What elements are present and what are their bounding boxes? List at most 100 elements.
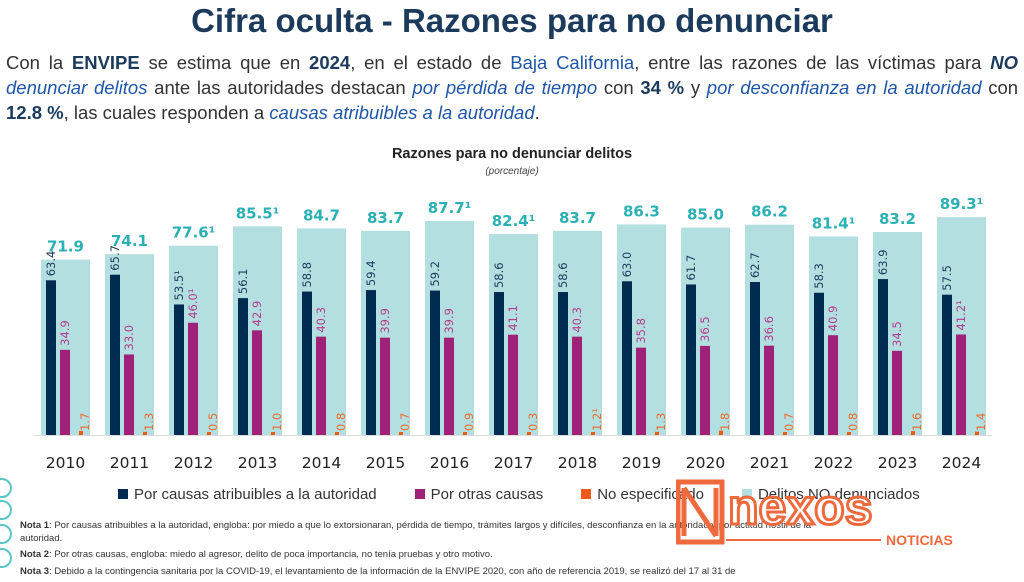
legend-item: Por otras causas xyxy=(414,486,544,503)
data-label-unspecified: 0.5 xyxy=(206,413,220,431)
note-text: : Por otras causas, engloba: miedo al ag… xyxy=(49,549,493,560)
intro-segment: con xyxy=(597,77,641,98)
x-tick-label: 2021 xyxy=(750,454,789,472)
bar-chart: 71.963.4 34.9 1.7 2010 74.165.7 33.0 1.3 2011 77… xyxy=(33,195,992,472)
data-label-other: 41.1 xyxy=(506,305,520,331)
data-label-total: 83.7 xyxy=(367,209,404,227)
bar-authority xyxy=(558,292,568,435)
bar-authority xyxy=(366,290,376,435)
bar-other xyxy=(892,350,902,435)
bar-authority xyxy=(174,304,184,435)
bar-other xyxy=(444,337,454,435)
bar-authority xyxy=(750,282,760,435)
data-label-unspecified: 0.3 xyxy=(526,413,540,431)
bar-unspecified xyxy=(79,430,83,435)
data-label-unspecified: 1.0 xyxy=(270,413,284,431)
data-label-total: 71.9 xyxy=(47,238,84,256)
nexos-watermark-logo: nexos NOTICIAS xyxy=(676,478,953,548)
data-label-unspecified: 0.7 xyxy=(782,413,796,431)
x-tick-label: 2017 xyxy=(494,454,533,472)
bar-unspecified xyxy=(847,432,851,435)
data-label-other: 41.2¹ xyxy=(954,300,968,330)
data-label-total: 77.6¹ xyxy=(172,224,216,242)
bar-unspecified xyxy=(527,432,531,435)
intro-segment: 34 % xyxy=(640,77,685,98)
x-tick-label: 2020 xyxy=(686,454,725,472)
x-tick-label: 2019 xyxy=(622,454,661,472)
intro-paragraph: Con la ENVIPE se estima que en 2024, en … xyxy=(6,50,1018,125)
intro-segment: con xyxy=(981,77,1019,98)
bar-other xyxy=(188,322,198,435)
data-label-other: 36.6 xyxy=(762,316,776,342)
data-label-other: 33.0 xyxy=(122,325,136,351)
intro-segment: ENVIPE xyxy=(71,52,140,73)
note-text: : Debido a la contingencia sanitaria por… xyxy=(49,565,736,577)
bar-other xyxy=(636,347,646,435)
bar-authority xyxy=(110,274,120,435)
note-label: Nota 2 xyxy=(20,549,50,560)
bar-authority xyxy=(686,284,696,435)
bar-unspecified xyxy=(399,432,403,435)
data-label-other: 40.3 xyxy=(570,307,584,333)
data-label-authority: 65.7 xyxy=(108,245,122,271)
data-label-authority: 63.4 xyxy=(44,251,58,277)
legend-label: Por otras causas xyxy=(430,486,544,503)
data-label-unspecified: 1.6 xyxy=(910,413,924,431)
note-label: Nota 3 xyxy=(20,565,50,577)
bar-authority xyxy=(814,292,824,435)
data-label-authority: 63.0 xyxy=(620,252,634,278)
legend-item: Delitos NO denunciados xyxy=(741,486,920,503)
data-label-unspecified: 1.3 xyxy=(654,413,668,431)
data-label-authority: 62.7 xyxy=(748,252,762,278)
data-label-unspecified: 1.7 xyxy=(78,413,92,431)
data-label-other: 46.0¹ xyxy=(186,289,200,319)
data-label-total: 84.7 xyxy=(303,206,340,224)
bar-authority xyxy=(878,279,888,435)
chart-subtitle: (porcentaje) xyxy=(485,166,539,177)
x-tick-label: 2022 xyxy=(814,454,853,472)
data-label-total: 85.0 xyxy=(687,206,724,224)
bar-authority xyxy=(622,281,632,435)
page-title: Cifra oculta - Razones para no denunciar xyxy=(191,2,833,39)
intro-segment: NO xyxy=(990,52,1018,73)
data-label-other: 39.9 xyxy=(378,308,392,334)
bar-unspecified xyxy=(719,430,723,435)
bar-authority xyxy=(302,291,312,435)
data-label-other: 35.8 xyxy=(634,318,648,344)
bar-other xyxy=(700,345,710,435)
bar-unspecified xyxy=(271,432,275,435)
data-label-total: 86.2 xyxy=(751,203,788,221)
bar-authority xyxy=(942,294,952,435)
bar-other xyxy=(828,335,838,435)
data-label-authority: 58.6 xyxy=(556,262,570,288)
data-label-unspecified: 0.8 xyxy=(334,413,348,431)
bar-unspecified xyxy=(975,431,979,435)
bar-other xyxy=(508,334,518,435)
bar-other xyxy=(956,334,966,435)
bar-authority xyxy=(494,292,504,435)
decorative-circle xyxy=(0,548,12,568)
intro-segment: 12.8 % xyxy=(6,102,64,123)
data-label-other: 39.9 xyxy=(442,308,456,334)
data-label-authority: 61.7 xyxy=(684,255,698,281)
data-label-total: 74.1 xyxy=(111,232,148,250)
note: Nota 3: Debido a la contingencia sanitar… xyxy=(20,566,820,579)
intro-segment: Baja California xyxy=(510,52,635,73)
bar-unspecified xyxy=(783,432,787,435)
x-tick-label: 2014 xyxy=(302,454,341,472)
intro-segment: por desconfianza en la autoridad xyxy=(706,77,982,98)
legend-label: Por causas atribuibles a la autoridad xyxy=(134,486,377,503)
legend-item: Por causas atribuibles a la autoridad xyxy=(118,486,377,503)
legend-label: Delitos NO denunciados xyxy=(757,486,920,503)
data-label-total: 85.5¹ xyxy=(236,204,280,222)
data-label-other: 36.5 xyxy=(698,316,712,342)
x-tick-label: 2012 xyxy=(174,454,213,472)
note-text: : Por causas atribuibles a la autoridad,… xyxy=(20,520,812,544)
data-label-authority: 59.2 xyxy=(428,261,442,287)
intro-segment: , las cuales responden a xyxy=(63,102,270,123)
bar-other xyxy=(572,336,582,435)
data-label-unspecified: 1.8 xyxy=(718,413,732,431)
legend-swatch xyxy=(741,489,752,499)
data-label-other: 34.5 xyxy=(890,321,904,347)
bar-unspecified xyxy=(911,431,915,435)
